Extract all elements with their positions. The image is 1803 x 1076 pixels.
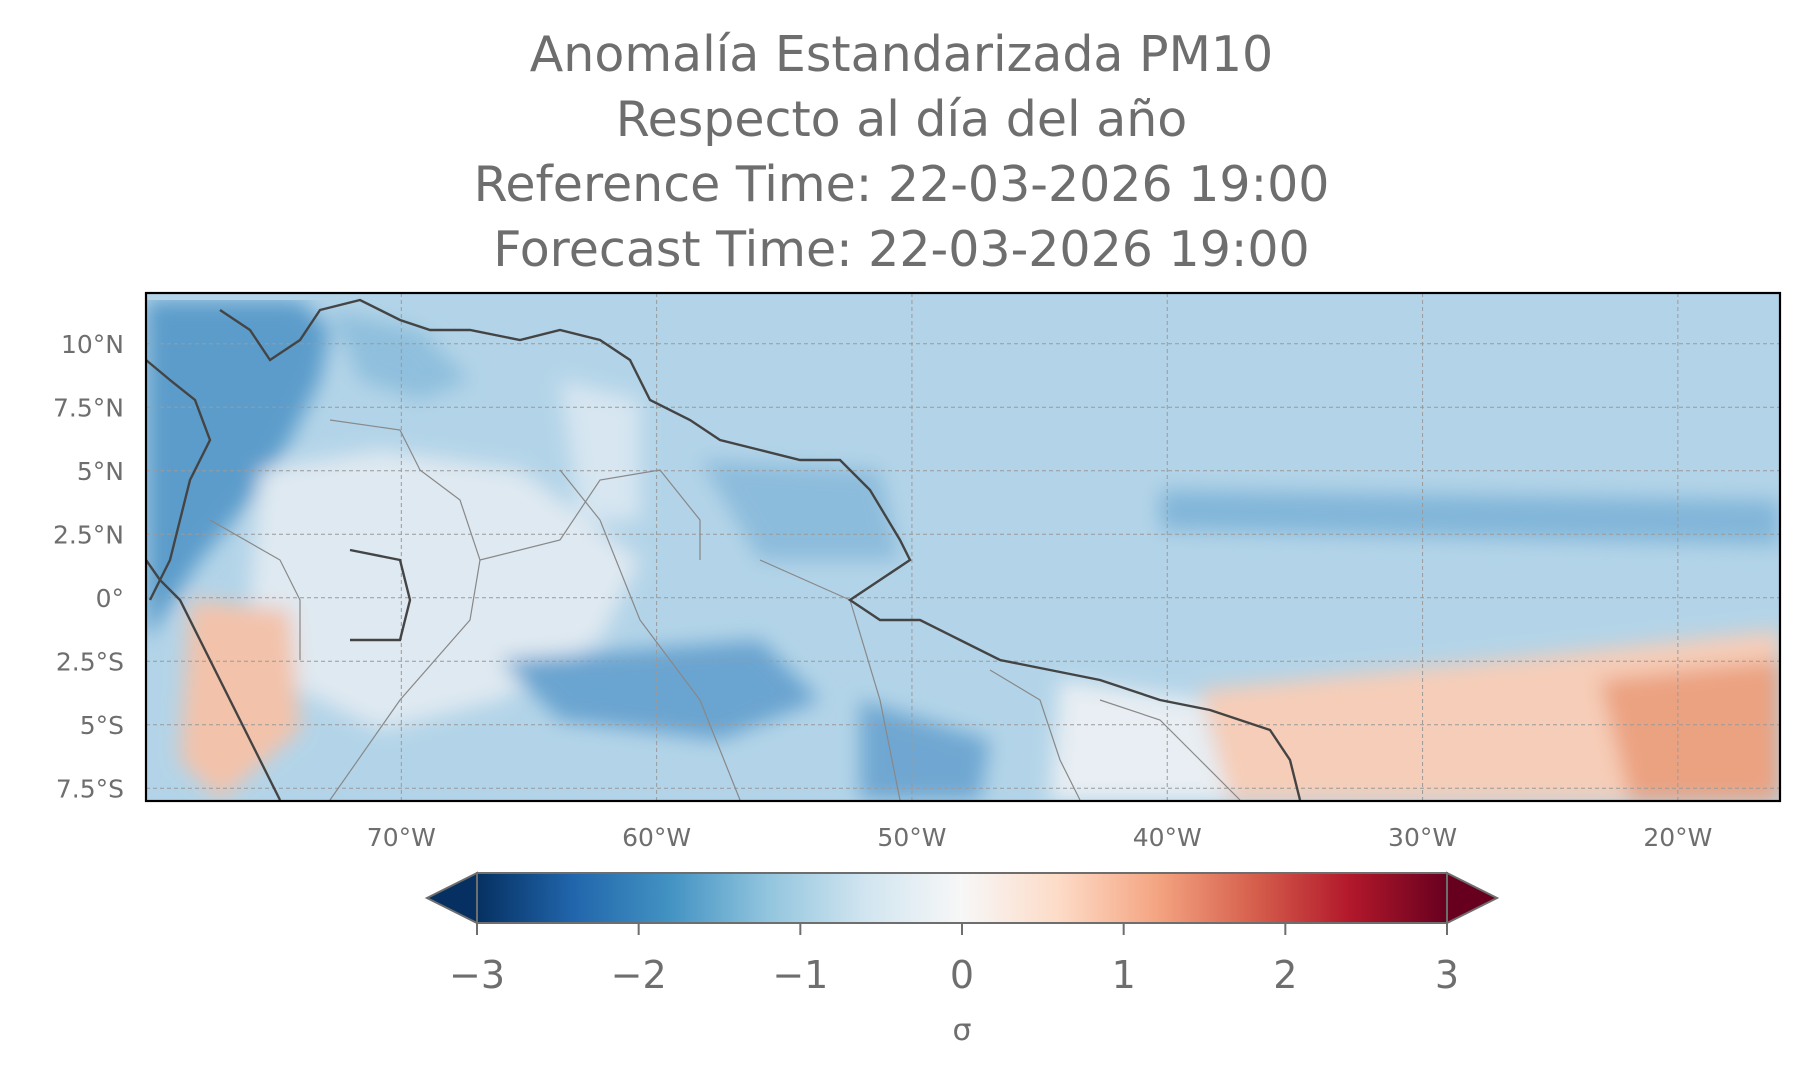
- negative-anomaly-brazil-2: [860, 700, 990, 800]
- negative-anomaly-brazil: [500, 640, 820, 740]
- latitude-ticks: 10°N 7.5°N 5°N 2.5°N 0° 2.5°S 5°S 7.5°S: [53, 330, 124, 804]
- map-frame: [144, 291, 1782, 803]
- figure-title: Anomalía Estandarizada PM10 Respecto al …: [0, 22, 1803, 282]
- neutral-northeast: [1050, 680, 1230, 801]
- colorbar-tick-label: −2: [611, 953, 667, 997]
- longitude-ticks: 70°W 60°W 50°W 40°W 30°W 20°W: [367, 823, 1713, 852]
- negative-anomaly-itcz: [1160, 490, 1780, 545]
- positive-anomaly-peru: [180, 600, 300, 800]
- title-line-2: Respecto al día del año: [615, 91, 1188, 148]
- lon-tick-label: 70°W: [367, 823, 436, 852]
- colorbar-tick-label: 2: [1273, 953, 1297, 997]
- lat-tick-label: 7.5°N: [53, 393, 124, 422]
- lon-tick-label: 40°W: [1133, 823, 1202, 852]
- lon-tick-label: 50°W: [877, 823, 946, 852]
- colorbar-extend-min: [424, 871, 478, 925]
- colorbar-ticks: −3 −2 −1 0 1 2 3: [449, 923, 1459, 997]
- negative-anomaly-andes: [146, 300, 330, 640]
- title-line-3: Reference Time: 22-03-2026 19:00: [473, 156, 1330, 213]
- coastlines: [146, 298, 1302, 801]
- lat-tick-label: 0°: [96, 584, 124, 613]
- colorbar-tick-label: 3: [1435, 953, 1459, 997]
- positive-anomaly-east: [1600, 660, 1780, 801]
- lat-tick-label: 2.5°N: [53, 520, 124, 549]
- lon-tick-label: 30°W: [1388, 823, 1457, 852]
- title-line-1: Anomalía Estandarizada PM10: [529, 26, 1274, 83]
- country-borders: [209, 419, 1241, 801]
- neutral-amazon-2: [560, 380, 640, 520]
- lat-tick-label: 7.5°S: [56, 774, 124, 803]
- colorbar-body: [476, 872, 1448, 924]
- negative-anomaly-venezuela: [330, 310, 470, 400]
- colorbar-label: σ: [952, 1013, 971, 1048]
- anomaly-field: [146, 293, 1780, 801]
- negative-anomaly-guianas: [700, 460, 900, 560]
- colorbar-extend-max: [1446, 871, 1500, 925]
- colorbar-tick-label: 1: [1112, 953, 1136, 997]
- lat-tick-label: 5°N: [77, 457, 124, 486]
- lon-tick-label: 60°W: [622, 823, 691, 852]
- lon-tick-label: 20°W: [1643, 823, 1712, 852]
- colorbar-tick-label: −3: [449, 953, 505, 997]
- lat-tick-label: 5°S: [80, 711, 124, 740]
- colorbar: −3 −2 −1 0 1 2 3 σ: [424, 871, 1500, 1048]
- colorbar-tick-label: −1: [772, 953, 828, 997]
- colorbar-tick-label: 0: [950, 953, 974, 997]
- title-line-4: Forecast Time: 22-03-2026 19:00: [493, 221, 1310, 278]
- lat-tick-label: 10°N: [61, 330, 124, 359]
- map-gridlines: [146, 293, 1780, 801]
- lat-tick-label: 2.5°S: [56, 647, 124, 676]
